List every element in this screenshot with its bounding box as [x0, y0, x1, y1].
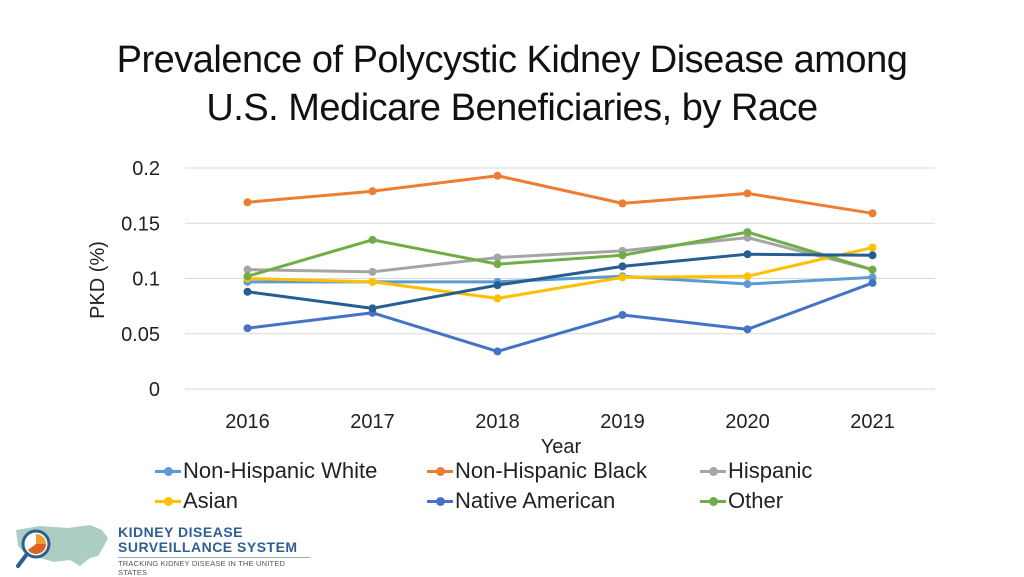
x-axis-label: Year — [541, 436, 582, 458]
kidney-disease-surveillance-logo: KIDNEY DISEASE SURVEILLANCE SYSTEM TRACK… — [10, 516, 310, 577]
y-tick-label: 0.15 — [121, 213, 160, 235]
data-point — [368, 235, 377, 244]
logo-title-line-2: SURVEILLANCE SYSTEM — [118, 539, 298, 555]
legend-swatch — [700, 466, 726, 476]
data-point — [868, 265, 877, 274]
data-point — [868, 251, 877, 260]
legend-item: Hispanic — [700, 458, 812, 484]
legend-label: Asian — [183, 488, 239, 513]
x-tick-label: 2018 — [475, 411, 520, 433]
logo-title-line-1: KIDNEY DISEASE — [118, 524, 243, 540]
x-tick-label: 2017 — [350, 411, 395, 433]
legend-label: Other — [728, 488, 784, 513]
data-point — [868, 209, 877, 218]
series-line — [246, 252, 874, 310]
legend-item: Asian — [155, 488, 238, 514]
data-point — [743, 189, 752, 198]
y-tick-label: 0 — [149, 379, 160, 401]
chart-title: Prevalence of Polycystic Kidney Disease … — [0, 36, 1024, 132]
data-point — [243, 287, 252, 296]
legend-label: Non-Hispanic White — [183, 458, 378, 483]
data-point — [743, 233, 752, 242]
legend-swatch — [427, 496, 453, 506]
legend-swatch — [700, 496, 726, 506]
x-tick-label: 2016 — [225, 411, 270, 433]
data-point — [868, 273, 877, 282]
y-tick-label: 0.1 — [132, 269, 160, 291]
x-tick-label: 2021 — [850, 411, 895, 433]
x-tick-label: 2019 — [600, 411, 645, 433]
data-point — [618, 262, 627, 271]
data-point — [493, 253, 502, 262]
series-line — [246, 174, 874, 215]
data-point — [743, 280, 752, 289]
series-line — [246, 281, 874, 353]
y-tick-label: 0.05 — [121, 324, 160, 346]
data-point — [243, 324, 252, 333]
logo-tagline: TRACKING KIDNEY DISEASE IN THE UNITED ST… — [118, 557, 310, 577]
title-line-1: Prevalence of Polycystic Kidney Disease … — [116, 39, 908, 81]
data-point — [368, 187, 377, 196]
us-map-kidney-icon — [16, 525, 108, 568]
data-point — [618, 199, 627, 208]
series-line — [246, 236, 874, 274]
data-point — [368, 277, 377, 286]
data-point — [743, 325, 752, 334]
data-point — [493, 294, 502, 303]
data-point — [743, 250, 752, 259]
legend-label: Native American — [455, 488, 616, 513]
data-point — [743, 272, 752, 281]
data-point — [743, 228, 752, 237]
series-line — [246, 230, 874, 278]
y-axis-label: PKD (%) — [87, 241, 109, 319]
legend-label: Non-Hispanic Black — [455, 458, 647, 483]
legend-item: Native American — [427, 488, 615, 514]
x-tick-label: 2020 — [725, 411, 770, 433]
data-point — [618, 310, 627, 319]
y-tick-label: 0.2 — [132, 158, 160, 180]
data-point — [618, 251, 627, 260]
data-point — [243, 198, 252, 207]
legend-item: Other — [700, 488, 783, 514]
data-point — [493, 347, 502, 356]
data-point — [868, 278, 877, 287]
data-point — [493, 171, 502, 180]
legend-swatch — [155, 466, 181, 476]
data-point — [243, 265, 252, 274]
data-point — [868, 243, 877, 252]
data-point — [618, 273, 627, 282]
data-point — [493, 281, 502, 290]
legend-swatch — [155, 496, 181, 506]
series-line — [246, 246, 874, 300]
data-point — [368, 304, 377, 313]
legend-item: Non-Hispanic Black — [427, 458, 647, 484]
legend-label: Hispanic — [728, 458, 813, 483]
legend-swatch — [427, 466, 453, 476]
data-point — [493, 260, 502, 269]
data-point — [368, 267, 377, 276]
legend-item: Non-Hispanic White — [155, 458, 377, 484]
title-line-2: U.S. Medicare Beneficiaries, by Race — [206, 87, 818, 129]
data-point — [243, 272, 252, 281]
